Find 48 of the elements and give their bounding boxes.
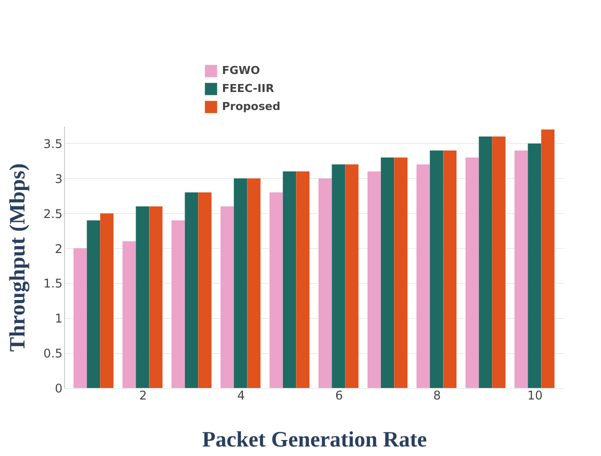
bar xyxy=(86,220,100,388)
bar xyxy=(478,136,492,388)
bar xyxy=(345,164,358,388)
bar xyxy=(220,206,234,388)
bar xyxy=(528,143,542,388)
y-tick-label: 2 xyxy=(54,242,62,256)
bar xyxy=(492,136,506,388)
legend-label: Proposed xyxy=(222,100,280,113)
bar xyxy=(332,164,346,388)
bar xyxy=(430,150,444,388)
bar xyxy=(172,220,185,388)
legend-label: FEEC-IIR xyxy=(222,82,275,95)
y-tick-label: 3.5 xyxy=(43,136,62,151)
bar xyxy=(149,206,162,388)
y-tick-label: 0.5 xyxy=(43,346,62,361)
x-tick-label: 4 xyxy=(237,388,245,402)
y-tick-label: 1 xyxy=(54,312,62,326)
bar xyxy=(74,248,87,388)
x-axis-title: Packet Generation Rate xyxy=(202,426,428,452)
bar xyxy=(514,150,528,388)
bar xyxy=(443,150,456,388)
bar xyxy=(122,241,136,388)
x-tick-label: 10 xyxy=(527,388,543,402)
y-tick-label: 0 xyxy=(54,382,62,396)
bar xyxy=(541,129,554,388)
bar xyxy=(282,171,296,388)
y-tick-label: 1.5 xyxy=(43,276,62,291)
bar xyxy=(416,164,430,388)
x-tick-label: 6 xyxy=(335,388,343,402)
bar xyxy=(368,171,381,388)
x-tick-label: 8 xyxy=(433,388,441,402)
bar xyxy=(466,157,479,388)
bar xyxy=(234,178,248,388)
bar xyxy=(296,171,310,388)
bar xyxy=(100,213,114,388)
y-axis-title: Throughput (Mbps) xyxy=(4,163,30,352)
bar xyxy=(380,157,394,388)
bar xyxy=(198,192,212,388)
bar xyxy=(247,178,260,388)
x-tick-label: 2 xyxy=(139,388,147,402)
y-tick-label: 3 xyxy=(54,172,62,186)
bar xyxy=(184,192,198,388)
bar xyxy=(136,206,150,388)
bar xyxy=(270,192,283,388)
legend-label: FGWO xyxy=(222,64,260,77)
bar xyxy=(318,178,332,388)
bar xyxy=(394,157,408,388)
y-tick-label: 2.5 xyxy=(43,206,62,221)
